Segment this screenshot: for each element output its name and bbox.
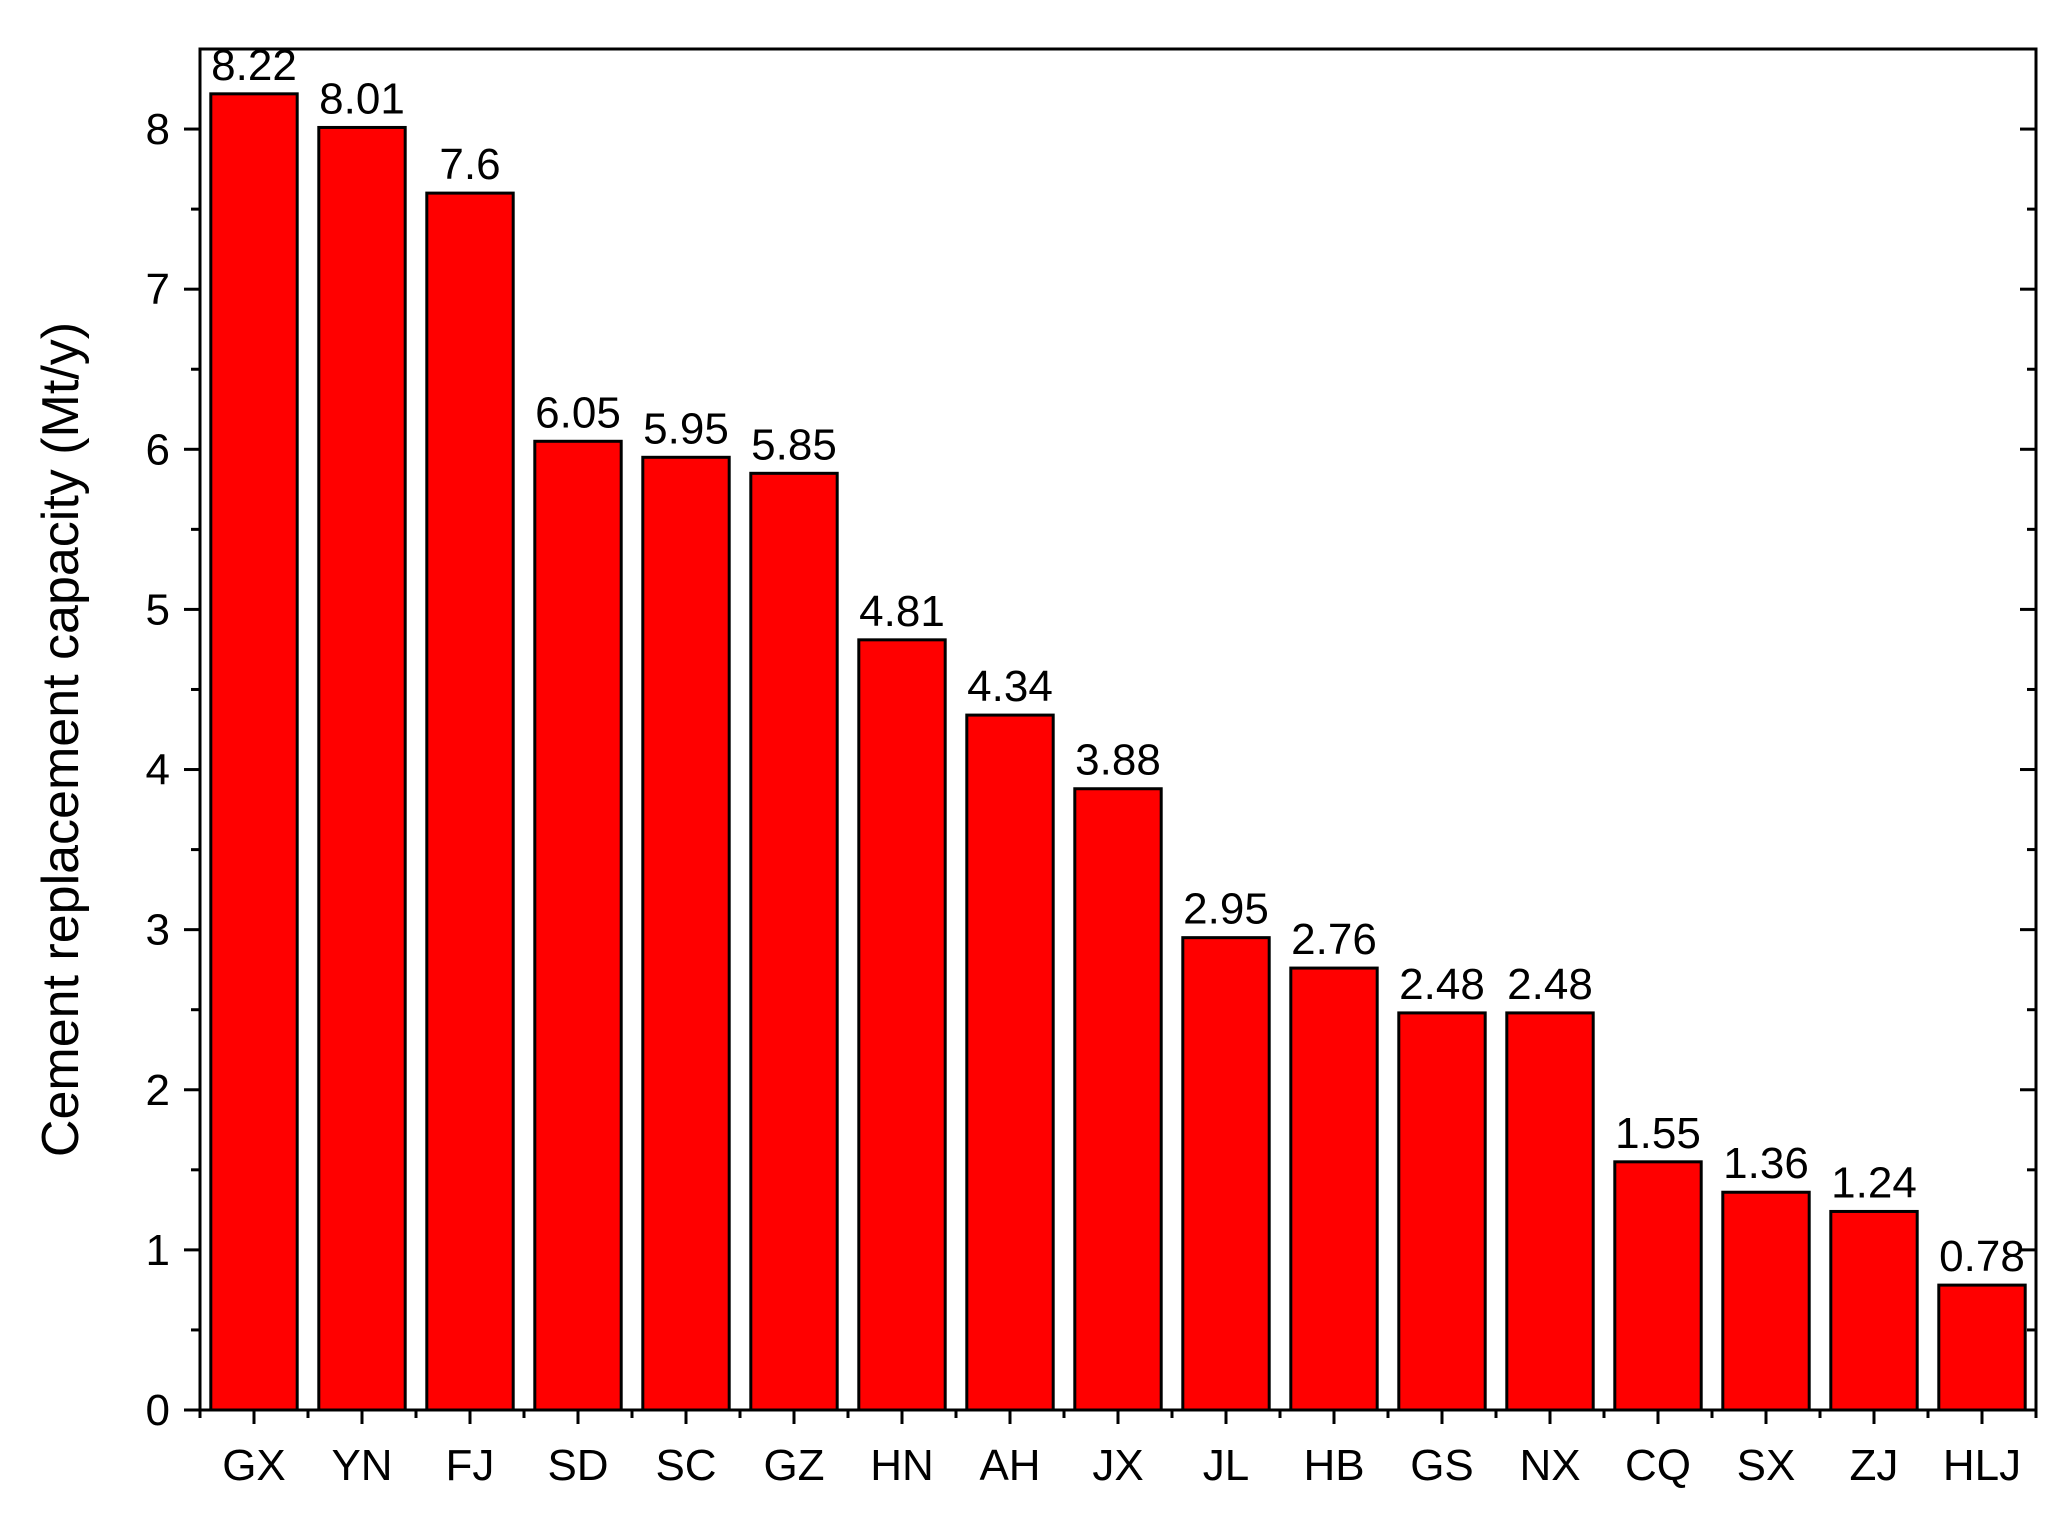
y-tick-label-6: 6 [146, 425, 170, 474]
bar-gz [749, 471, 839, 1412]
x-tick-label-jl: JL [1203, 1441, 1249, 1490]
y-tick-label-4: 4 [146, 746, 170, 795]
x-tick-label-hb: HB [1303, 1441, 1364, 1490]
data-label-sc: 5.95 [643, 404, 729, 453]
x-tick-label-sx: SX [1737, 1441, 1796, 1490]
y-tick-label-0: 0 [146, 1386, 170, 1435]
x-tick-label-yn: YN [331, 1441, 392, 1490]
plot-frame [198, 47, 2038, 1412]
x-tick-label-sd: SD [547, 1441, 608, 1490]
bar-sx [1721, 1190, 1811, 1412]
data-label-jl: 2.95 [1183, 885, 1269, 934]
bar-fj [425, 191, 515, 1412]
data-label-zj: 1.24 [1831, 1158, 1917, 1207]
y-tick-label-1: 1 [146, 1226, 170, 1275]
bar-ah [965, 713, 1055, 1412]
x-axis-ticks [198, 1410, 2038, 1424]
data-label-cq: 1.55 [1615, 1109, 1701, 1158]
data-label-gs: 2.48 [1399, 960, 1485, 1009]
y-axis-tick-labels: 0 1 2 3 4 5 6 7 8 [146, 105, 170, 1435]
data-label-sd: 6.05 [535, 388, 621, 437]
y-tick-label-2: 2 [146, 1066, 170, 1115]
y-axis-title: Cement replacement capacity (Mt/y) [32, 322, 90, 1157]
x-tick-label-hlj: HLJ [1943, 1441, 2021, 1490]
x-tick-label-jx: JX [1092, 1441, 1143, 1490]
data-label-hlj: 0.78 [1939, 1232, 2025, 1281]
bar-hn [857, 638, 947, 1412]
x-tick-label-gx: GX [222, 1441, 286, 1490]
bar-yn [317, 125, 407, 1412]
y-tick-label-3: 3 [146, 906, 170, 955]
x-tick-label-ah: AH [979, 1441, 1040, 1490]
data-label-nx: 2.48 [1507, 960, 1593, 1009]
data-label-hn: 4.81 [859, 587, 945, 636]
data-label-fj: 7.6 [439, 140, 500, 189]
y-tick-label-8: 8 [146, 105, 170, 154]
x-tick-label-sc: SC [655, 1441, 716, 1490]
bar-nx [1505, 1011, 1595, 1412]
x-tick-label-gz: GZ [763, 1441, 824, 1490]
data-label-hb: 2.76 [1291, 915, 1377, 964]
data-label-sx: 1.36 [1723, 1139, 1809, 1188]
x-tick-label-gs: GS [1410, 1441, 1474, 1490]
bar-sc [641, 455, 731, 1412]
bar-sd [533, 439, 623, 1412]
x-tick-label-cq: CQ [1625, 1441, 1691, 1490]
x-tick-label-nx: NX [1519, 1441, 1580, 1490]
bar-gs [1397, 1011, 1487, 1412]
bar-jx [1073, 787, 1163, 1412]
bar-hb [1289, 966, 1379, 1412]
bar-zj [1829, 1209, 1919, 1412]
data-label-ah: 4.34 [967, 662, 1053, 711]
data-labels-group: 8.228.017.66.05 5.95 5.854.814.343.882.952… [211, 41, 2025, 1281]
y-tick-label-7: 7 [146, 265, 170, 314]
y-tick-label-5: 5 [146, 585, 170, 634]
bars-group [209, 92, 2027, 1412]
data-label-jx: 3.88 [1075, 736, 1161, 785]
data-label-gz: 5.85 [751, 420, 837, 469]
bar-hlj [1937, 1283, 2027, 1412]
x-tick-label-zj: ZJ [1850, 1441, 1899, 1490]
bar-gx [209, 92, 299, 1412]
bar-jl [1181, 936, 1271, 1412]
data-label-yn: 8.01 [319, 74, 405, 123]
bar-cq [1613, 1160, 1703, 1412]
x-axis-tick-labels: GX YN FJ SD SC GZ HN AH JX JL HB GS NX CQ SX ZJ HLJ [222, 1441, 2021, 1490]
x-tick-label-fj: FJ [446, 1441, 495, 1490]
x-tick-label-hn: HN [870, 1441, 934, 1490]
